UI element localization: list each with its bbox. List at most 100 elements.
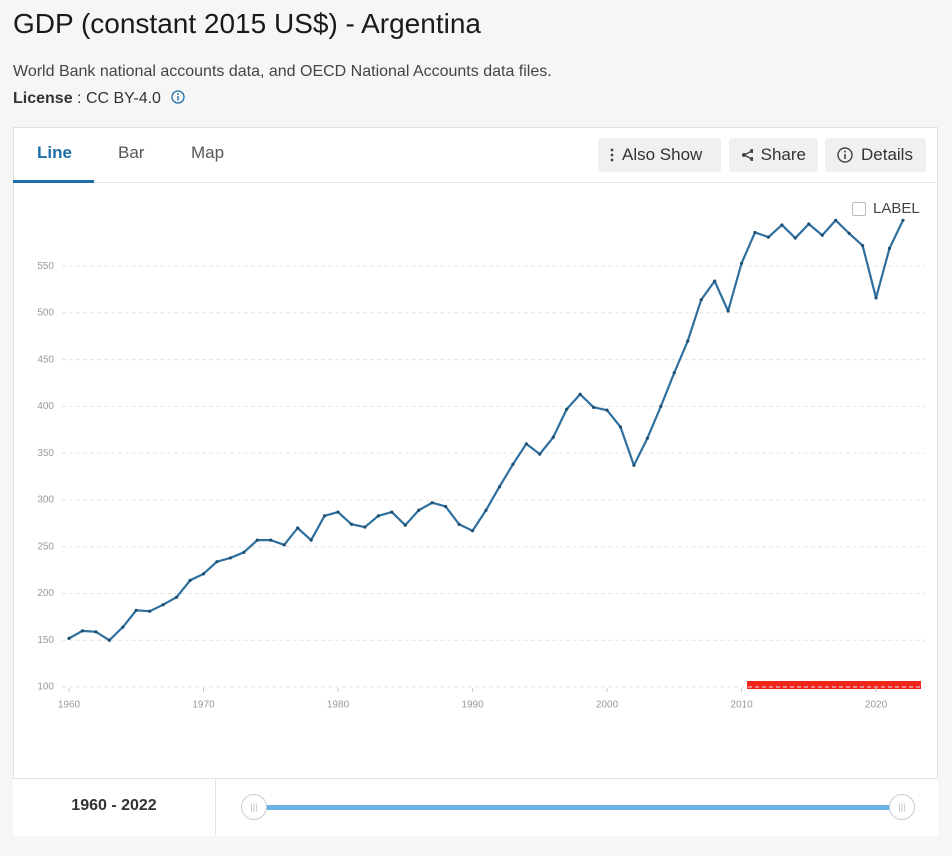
y-tick-label: 300 bbox=[37, 495, 54, 506]
data-point bbox=[807, 222, 811, 226]
data-point bbox=[269, 538, 273, 542]
data-point bbox=[565, 407, 569, 411]
data-point bbox=[524, 442, 528, 446]
data-point bbox=[874, 296, 878, 300]
data-point bbox=[887, 246, 892, 250]
y-tick-label: 100 bbox=[37, 682, 54, 693]
details-button[interactable]: Details bbox=[825, 138, 926, 172]
y-tick-label: 450 bbox=[37, 354, 54, 365]
data-point bbox=[672, 371, 676, 375]
x-tick-label: 2000 bbox=[596, 700, 619, 711]
data-point bbox=[793, 236, 797, 240]
source-note: World Bank national accounts data, and O… bbox=[13, 63, 552, 80]
data-point bbox=[430, 501, 434, 505]
tab-divider bbox=[13, 182, 938, 183]
y-tick-label: 400 bbox=[37, 401, 54, 412]
data-point bbox=[901, 218, 905, 222]
data-point bbox=[713, 279, 717, 283]
range-handle[interactable]: ||| bbox=[889, 794, 915, 820]
data-point bbox=[591, 405, 596, 409]
y-tick-label: 350 bbox=[37, 448, 54, 459]
data-point bbox=[699, 298, 703, 302]
chart: 100 150 200 250 300 350 400 450 500 550 1960 1970 19… bbox=[37, 218, 925, 711]
x-tick-label: 1980 bbox=[327, 700, 350, 711]
highlight-bar bbox=[747, 681, 921, 689]
info-icon[interactable] bbox=[171, 90, 186, 104]
data-point bbox=[242, 550, 246, 554]
data-point bbox=[645, 436, 649, 440]
data-point bbox=[255, 538, 259, 542]
x-tick-label: 1970 bbox=[192, 700, 215, 711]
data-point bbox=[847, 231, 851, 235]
checkbox[interactable] bbox=[852, 201, 866, 216]
data-point bbox=[228, 556, 233, 560]
x-tick-label: 2020 bbox=[865, 700, 888, 711]
data-point bbox=[336, 510, 340, 514]
license: License : CC BY-4.0 bbox=[13, 90, 186, 108]
y-tick-label: 250 bbox=[37, 541, 54, 552]
y-tick-label: 200 bbox=[37, 588, 54, 599]
data-point bbox=[538, 452, 542, 456]
data-point bbox=[107, 638, 111, 642]
data-point bbox=[766, 235, 771, 239]
data-point bbox=[175, 595, 179, 599]
data-point bbox=[605, 408, 609, 412]
data-point bbox=[659, 404, 663, 409]
data-point bbox=[618, 425, 623, 429]
data-point bbox=[94, 630, 98, 634]
data-point bbox=[726, 309, 730, 313]
license-label: License bbox=[13, 90, 73, 107]
also-show-button[interactable]: Also Show bbox=[598, 138, 721, 172]
tab[interactable]: Bar bbox=[118, 143, 145, 162]
data-point bbox=[860, 243, 865, 248]
range-track bbox=[254, 805, 902, 810]
data-point bbox=[148, 609, 152, 613]
data-point bbox=[188, 578, 192, 582]
data-point bbox=[161, 603, 165, 607]
y-tick-label: 150 bbox=[37, 635, 54, 646]
range-divider bbox=[215, 779, 216, 835]
data-point bbox=[686, 339, 690, 343]
data-point bbox=[67, 636, 71, 640]
y-tick-label: 500 bbox=[37, 308, 54, 319]
data-point bbox=[551, 435, 555, 439]
data-point bbox=[363, 525, 367, 529]
data-point bbox=[484, 508, 488, 512]
data-point bbox=[511, 462, 515, 466]
data-point bbox=[578, 392, 582, 396]
data-point bbox=[309, 538, 313, 542]
data-point bbox=[322, 514, 327, 518]
data-point bbox=[282, 543, 286, 547]
button-label: Also Show bbox=[622, 145, 703, 164]
data-point bbox=[470, 529, 475, 533]
data-point bbox=[444, 504, 448, 509]
range-handle[interactable]: ||| bbox=[241, 794, 267, 820]
data-point bbox=[296, 526, 300, 530]
data-point bbox=[134, 608, 138, 612]
license-value: : CC BY-4.0 bbox=[77, 90, 161, 107]
share-button[interactable]: Share bbox=[729, 138, 818, 172]
data-point bbox=[753, 230, 757, 235]
share-icon bbox=[742, 149, 753, 161]
data-point bbox=[80, 629, 85, 633]
info-icon bbox=[837, 147, 853, 163]
data-point bbox=[780, 223, 784, 227]
data-point bbox=[403, 523, 407, 527]
data-point bbox=[376, 514, 380, 518]
button-label: Share bbox=[760, 145, 806, 164]
x-tick-label: 1990 bbox=[461, 700, 484, 711]
label-toggle[interactable]: LABEL bbox=[852, 200, 920, 217]
data-point bbox=[820, 233, 824, 237]
data-point bbox=[349, 522, 354, 526]
data-point bbox=[457, 522, 461, 526]
toggle-label: LABEL bbox=[873, 200, 920, 217]
data-line bbox=[68, 219, 904, 642]
tab[interactable]: Map bbox=[191, 143, 225, 162]
page-title: GDP (constant 2015 US$) - Argentina bbox=[13, 8, 481, 39]
x-tick-label: 1960 bbox=[58, 700, 81, 711]
data-point bbox=[834, 218, 838, 222]
data-point bbox=[632, 463, 636, 467]
tab[interactable]: Line bbox=[37, 143, 72, 162]
